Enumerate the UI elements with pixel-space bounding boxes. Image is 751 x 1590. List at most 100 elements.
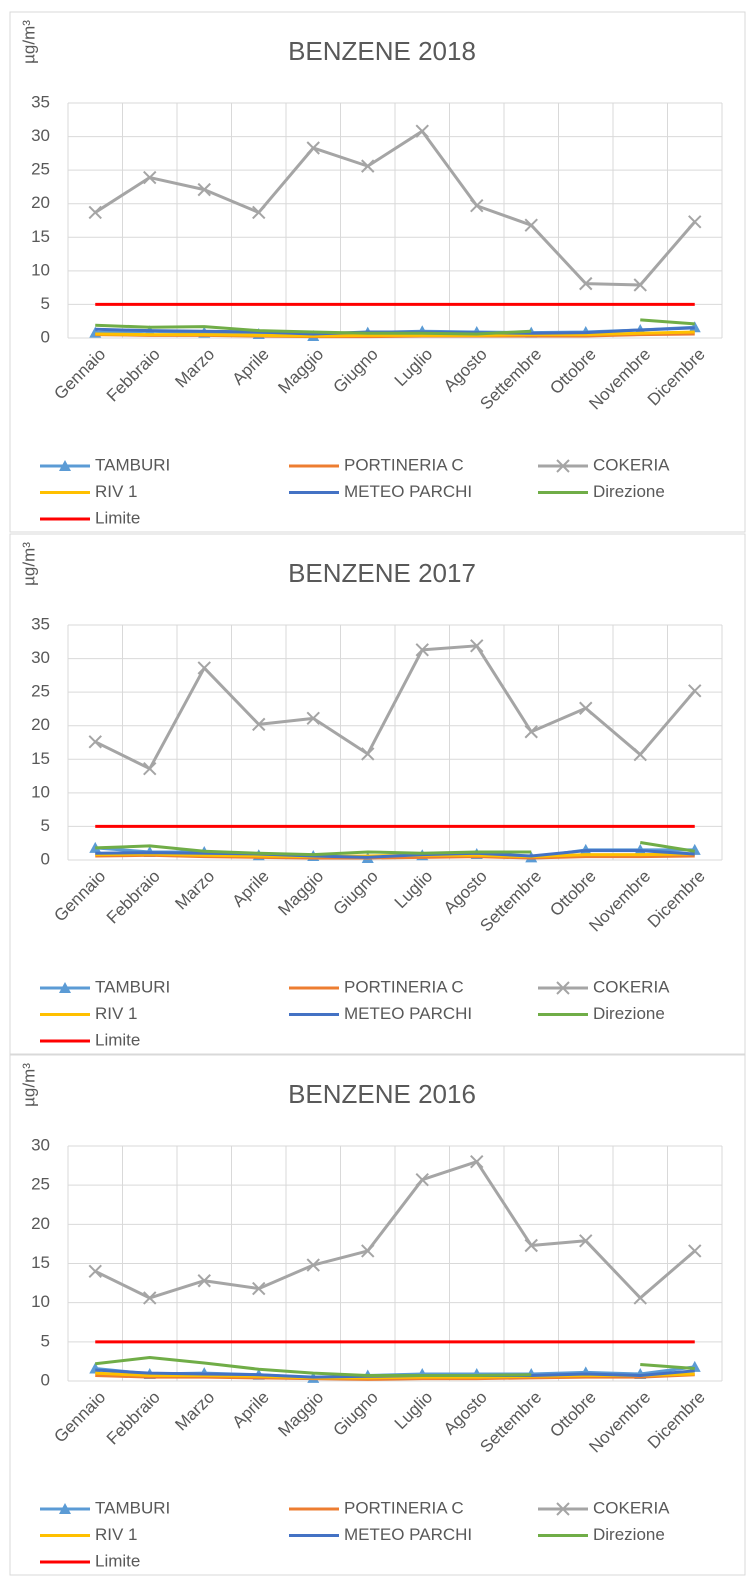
legend-label: COKERIA [593,977,670,996]
marker [143,170,157,185]
marker [633,1291,647,1305]
y-tick-label: 20 [31,193,50,212]
x-tick-label: Aprile [229,867,273,911]
marker [252,1281,266,1296]
legend-label: RIV 1 [95,1525,138,1544]
series-line [94,644,696,771]
x-tick-label: Ottobre [546,345,600,399]
marker [306,711,320,726]
x-tick-label: Dicembre [644,345,709,410]
marker [59,1503,71,1514]
x-tick-label: Febbraio [103,1388,164,1449]
marker [415,643,429,657]
series-line [95,849,695,859]
x-tick-label: Aprile [229,1388,273,1432]
y-axis-label: µg/m³ [19,20,38,64]
x-tick-label: Dicembre [644,1388,709,1453]
legend-label: METEO PARCHI [344,1525,472,1544]
legend-label: Limite [95,508,140,527]
y-tick-label: 15 [31,1253,50,1272]
chart-title: BENZENE 2016 [288,1079,476,1109]
marker [633,747,647,762]
marker [470,199,484,213]
marker [252,205,266,220]
marker [470,1154,484,1169]
marker [143,1291,157,1305]
series-line [95,1373,695,1381]
legend-label: COKERIA [593,455,670,474]
legend-label: COKERIA [593,1498,670,1517]
x-tick-label: Giugno [330,867,382,919]
y-tick-label: 5 [41,816,50,835]
series-line [95,330,695,338]
y-tick-label: 5 [41,1331,50,1350]
legend-label: RIV 1 [95,1004,138,1023]
x-tick-label: Agosto [440,345,491,396]
legend-label: PORTINERIA C [344,977,464,996]
marker [197,1274,211,1288]
chart-title: BENZENE 2017 [288,558,476,588]
legend-label: TAMBURI [95,977,170,996]
panel-frame [9,533,746,1055]
marker [688,684,702,698]
y-axis-label: µg/m³ [19,1063,38,1107]
x-tick-label: Gennaio [50,345,109,404]
x-tick-label: Maggio [274,867,327,920]
marker [688,215,702,229]
marker [579,276,593,291]
marker [143,761,157,776]
marker [88,205,102,220]
marker [556,981,570,995]
x-tick-label: Gennaio [50,1388,109,1447]
y-tick-label: 10 [31,260,50,279]
marker [252,717,266,732]
legend-label: TAMBURI [95,1498,170,1517]
series-line [95,318,695,336]
marker [306,141,320,155]
marker [524,1238,538,1253]
x-tick-label: Febbraio [103,345,164,406]
marker [470,639,484,653]
panel-frame [9,11,746,533]
series-line [94,129,696,287]
marker [688,1244,702,1258]
x-tick-label: Dicembre [644,867,709,932]
marker [88,735,102,749]
chart-title: BENZENE 2018 [288,36,476,66]
y-tick-label: 0 [41,327,50,346]
x-tick-label: Agosto [440,867,491,918]
marker [59,460,71,471]
x-tick-label: Maggio [274,1388,327,1441]
legend-label: RIV 1 [95,482,138,501]
marker [361,159,375,173]
x-tick-label: Ottobre [546,867,600,921]
legend-label: PORTINERIA C [344,1498,464,1517]
marker [524,725,538,739]
x-tick-label: Agosto [440,1388,491,1439]
marker [197,182,211,197]
chart-panel: BENZENE 2017 µg/m³ 0 5 10 15 20 25 30 35 GennaioFe… [9,533,746,1055]
y-tick-label: 0 [41,1370,50,1389]
x-tick-label: Luglio [391,345,437,391]
y-tick-label: 20 [31,715,50,734]
x-tick-label: Giugno [330,345,382,397]
legend-label: METEO PARCHI [344,482,472,501]
y-tick-label: 35 [31,92,50,111]
marker [59,982,71,993]
y-tick-label: 20 [31,1214,50,1233]
legend-label: Direzione [593,1525,665,1544]
chart-panel: BENZENE 2016 µg/m³ 0 5 10 15 20 25 30 GennaioFebb… [9,1054,746,1576]
series-line [95,841,695,857]
marker [415,1172,429,1187]
marker [415,124,429,138]
legend-label: Direzione [593,482,665,501]
x-tick-label: Luglio [391,1388,437,1434]
y-tick-label: 25 [31,160,50,179]
marker [361,1244,375,1258]
x-tick-label: Febbraio [103,867,164,928]
legend-label: PORTINERIA C [344,455,464,474]
marker [88,1264,102,1279]
y-tick-label: 10 [31,1292,50,1311]
x-tick-label: Giugno [330,1388,382,1440]
